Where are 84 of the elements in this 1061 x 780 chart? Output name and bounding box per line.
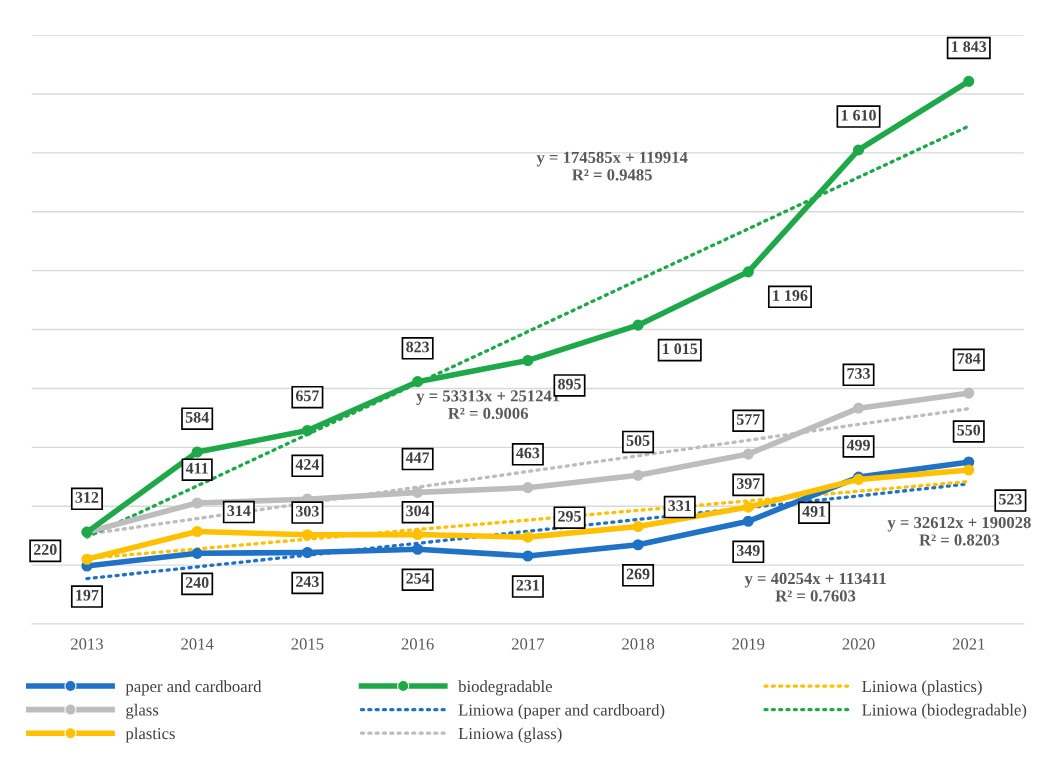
x-tick-label: 2021 — [952, 638, 985, 650]
x-tick-label: 2014 — [181, 638, 214, 650]
data-label: 1 843 — [952, 41, 987, 52]
x-tick-label: 2016 — [401, 638, 434, 650]
data-label: 424 — [295, 459, 320, 470]
point — [412, 543, 424, 555]
legend-label: Liniowa (plastics) — [862, 680, 982, 696]
data-label: 312 — [75, 492, 99, 503]
data-label: 550 — [957, 424, 981, 436]
point — [301, 424, 313, 437]
data-label: 314 — [227, 505, 251, 517]
point — [963, 75, 975, 87]
point — [301, 546, 313, 559]
data-label: 295 — [558, 510, 581, 522]
point — [852, 144, 865, 156]
data-label: 499 — [846, 439, 870, 451]
data-label: 220 — [33, 544, 57, 555]
point — [963, 464, 975, 476]
data-label: 397 — [736, 478, 760, 489]
data-label: 463 — [516, 447, 540, 459]
point — [742, 501, 754, 513]
x-tick-label: 2017 — [511, 638, 545, 650]
x-tick-label: 2019 — [732, 638, 765, 650]
data-label: 657 — [295, 390, 319, 402]
point — [522, 531, 534, 543]
point — [412, 376, 424, 388]
legend-label: glass — [126, 703, 159, 720]
point — [191, 547, 203, 559]
data-label: 505 — [626, 435, 650, 446]
point — [412, 528, 424, 541]
data-label: 733 — [847, 368, 870, 379]
point — [191, 525, 203, 538]
point — [191, 446, 203, 458]
legend-label: Liniowa (paper and cardboard) — [458, 703, 665, 720]
legend-label: Liniowa (glass) — [458, 727, 562, 743]
point — [301, 529, 313, 541]
data-label: 584 — [185, 411, 209, 423]
data-label: 784 — [957, 353, 981, 364]
data-label: 1 015 — [663, 343, 698, 355]
data-label: 240 — [185, 577, 209, 588]
point — [742, 515, 754, 527]
data-label: 231 — [516, 579, 539, 591]
point — [632, 319, 644, 331]
data-label: 197 — [76, 589, 99, 601]
data-label: 303 — [296, 505, 319, 517]
data-label: 447 — [405, 452, 430, 463]
point — [412, 486, 424, 498]
point — [632, 520, 644, 533]
point — [522, 354, 534, 367]
point — [632, 539, 644, 551]
x-tick-label: 2015 — [291, 638, 324, 650]
point — [81, 553, 93, 565]
point — [742, 266, 754, 278]
legend-label: Liniowa (biodegradable) — [862, 703, 1027, 720]
annotation: y = 40254x + 113411 R² = 0.7603 — [744, 572, 886, 602]
data-label: 823 — [406, 341, 430, 353]
x-tick-label: 2020 — [842, 638, 875, 650]
point — [963, 387, 975, 399]
data-label: 254 — [406, 573, 430, 584]
point — [191, 497, 203, 509]
data-label: 523 — [999, 493, 1022, 505]
data-label: 411 — [185, 462, 208, 474]
point — [522, 550, 534, 562]
data-label: 269 — [626, 568, 650, 580]
x-tick-label: 2013 — [71, 638, 103, 650]
legend-label: paper and cardboard — [125, 680, 262, 696]
point — [742, 448, 754, 460]
x-tick-label: 2018 — [622, 638, 655, 650]
data-label: 331 — [668, 500, 691, 512]
data-label: 304 — [406, 505, 430, 517]
data-label: 1 610 — [841, 109, 876, 121]
data-label: 491 — [802, 506, 826, 517]
annotation: y = 174585x + 119914 R² = 0.9485 — [536, 151, 688, 181]
data-label: 349 — [736, 545, 760, 556]
data-label: 243 — [296, 576, 319, 587]
data-label: 895 — [558, 378, 581, 390]
point — [522, 482, 534, 494]
data-label: 577 — [736, 414, 760, 425]
point — [632, 469, 644, 481]
legend-label: biodegradable — [458, 680, 552, 696]
point — [852, 402, 865, 414]
annotation: y = 32612x + 190028 R² = 0.8203 — [887, 516, 1031, 546]
legend-label: plastics — [125, 727, 175, 743]
data-label: 1 196 — [773, 290, 808, 301]
